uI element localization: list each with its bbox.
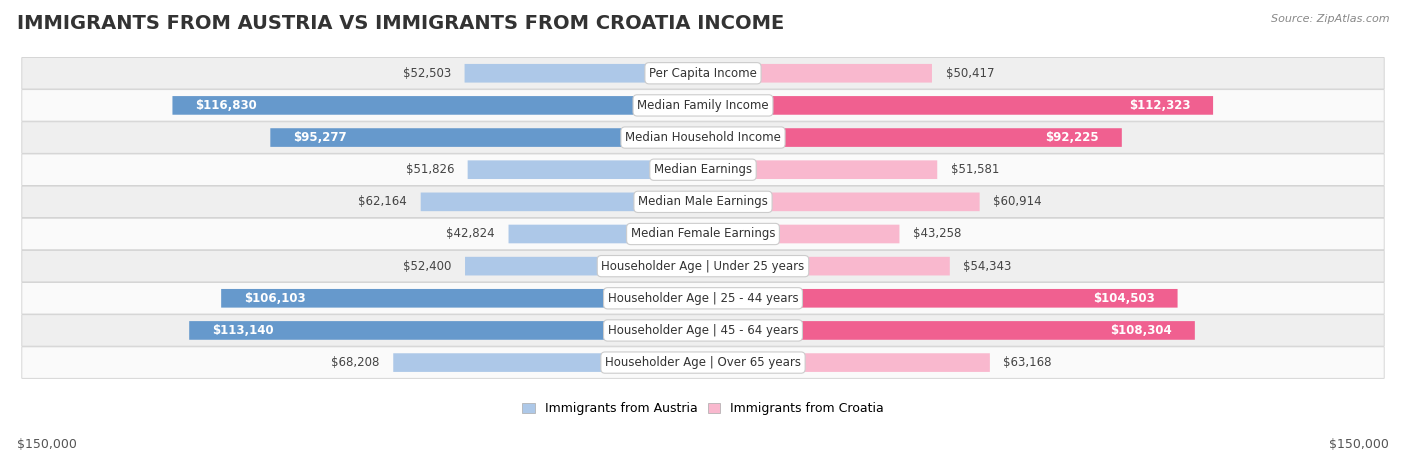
Text: Median Family Income: Median Family Income [637, 99, 769, 112]
FancyBboxPatch shape [703, 64, 932, 83]
FancyBboxPatch shape [173, 96, 703, 115]
Text: $68,208: $68,208 [332, 356, 380, 369]
Text: Source: ZipAtlas.com: Source: ZipAtlas.com [1271, 14, 1389, 24]
Text: $113,140: $113,140 [212, 324, 274, 337]
FancyBboxPatch shape [221, 289, 703, 308]
Text: $50,417: $50,417 [946, 67, 994, 80]
Text: $62,164: $62,164 [359, 195, 408, 208]
Text: $52,503: $52,503 [402, 67, 451, 80]
Text: Householder Age | Under 25 years: Householder Age | Under 25 years [602, 260, 804, 273]
FancyBboxPatch shape [22, 315, 1384, 346]
Text: Per Capita Income: Per Capita Income [650, 67, 756, 80]
FancyBboxPatch shape [703, 257, 950, 276]
FancyBboxPatch shape [468, 160, 703, 179]
Text: Householder Age | Over 65 years: Householder Age | Over 65 years [605, 356, 801, 369]
FancyBboxPatch shape [703, 160, 938, 179]
Text: $116,830: $116,830 [195, 99, 257, 112]
Text: $43,258: $43,258 [912, 227, 962, 241]
Text: $112,323: $112,323 [1129, 99, 1191, 112]
Text: Householder Age | 45 - 64 years: Householder Age | 45 - 64 years [607, 324, 799, 337]
FancyBboxPatch shape [22, 283, 1384, 314]
Text: Median Male Earnings: Median Male Earnings [638, 195, 768, 208]
Text: $95,277: $95,277 [292, 131, 347, 144]
Text: $106,103: $106,103 [243, 292, 305, 305]
FancyBboxPatch shape [22, 57, 1384, 89]
FancyBboxPatch shape [509, 225, 703, 243]
FancyBboxPatch shape [22, 347, 1384, 378]
FancyBboxPatch shape [420, 192, 703, 211]
FancyBboxPatch shape [703, 128, 1122, 147]
Text: Median Earnings: Median Earnings [654, 163, 752, 176]
Text: $63,168: $63,168 [1004, 356, 1052, 369]
Text: Median Household Income: Median Household Income [626, 131, 780, 144]
FancyBboxPatch shape [22, 218, 1384, 250]
Text: $51,581: $51,581 [950, 163, 1000, 176]
FancyBboxPatch shape [464, 64, 703, 83]
Legend: Immigrants from Austria, Immigrants from Croatia: Immigrants from Austria, Immigrants from… [517, 397, 889, 420]
Text: Householder Age | 25 - 44 years: Householder Age | 25 - 44 years [607, 292, 799, 305]
FancyBboxPatch shape [22, 90, 1384, 121]
Text: $42,824: $42,824 [446, 227, 495, 241]
FancyBboxPatch shape [703, 289, 1178, 308]
Text: $52,400: $52,400 [404, 260, 451, 273]
FancyBboxPatch shape [22, 186, 1384, 218]
FancyBboxPatch shape [703, 96, 1213, 115]
Text: $108,304: $108,304 [1111, 324, 1173, 337]
FancyBboxPatch shape [465, 257, 703, 276]
FancyBboxPatch shape [270, 128, 703, 147]
FancyBboxPatch shape [703, 192, 980, 211]
FancyBboxPatch shape [22, 122, 1384, 153]
FancyBboxPatch shape [22, 154, 1384, 185]
FancyBboxPatch shape [703, 353, 990, 372]
Text: $92,225: $92,225 [1046, 131, 1099, 144]
FancyBboxPatch shape [22, 250, 1384, 282]
Text: Median Female Earnings: Median Female Earnings [631, 227, 775, 241]
Text: $150,000: $150,000 [1329, 438, 1389, 451]
FancyBboxPatch shape [190, 321, 703, 340]
Text: $54,343: $54,343 [963, 260, 1012, 273]
FancyBboxPatch shape [703, 321, 1195, 340]
Text: $150,000: $150,000 [17, 438, 77, 451]
Text: $60,914: $60,914 [993, 195, 1042, 208]
Text: $104,503: $104,503 [1092, 292, 1154, 305]
FancyBboxPatch shape [703, 225, 900, 243]
Text: IMMIGRANTS FROM AUSTRIA VS IMMIGRANTS FROM CROATIA INCOME: IMMIGRANTS FROM AUSTRIA VS IMMIGRANTS FR… [17, 14, 785, 33]
Text: $51,826: $51,826 [405, 163, 454, 176]
FancyBboxPatch shape [394, 353, 703, 372]
